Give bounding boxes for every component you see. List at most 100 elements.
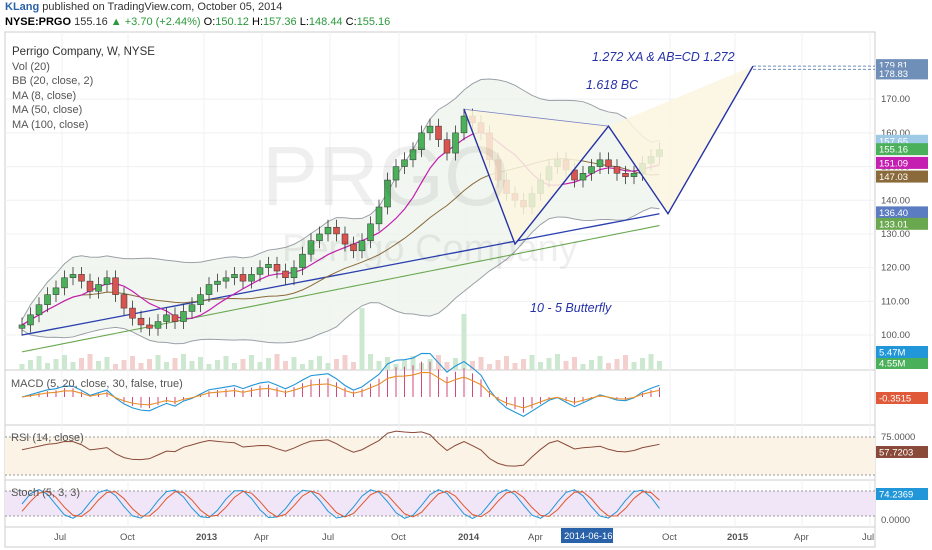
- volume-bar: [546, 358, 552, 370]
- stoch-k-line: [21, 489, 660, 519]
- candle-body: [146, 324, 153, 329]
- high-value: 157.36: [263, 16, 297, 28]
- price-tag: [876, 143, 928, 156]
- rsi-label[interactable]: RSI (14, close): [11, 432, 84, 444]
- candle-body: [273, 264, 281, 272]
- candle-body: [52, 287, 60, 295]
- volume-bar: [368, 354, 373, 370]
- legend-item-ma50[interactable]: MA (50, close): [12, 104, 83, 117]
- price-tag: [876, 170, 928, 183]
- legend-item-bb[interactable]: BB (20, close, 2): [12, 75, 94, 88]
- macd-label[interactable]: MACD (5, 20, close, 30, false, true): [11, 378, 183, 390]
- volume-bar: [648, 354, 654, 370]
- candle-body: [61, 277, 68, 289]
- candle-body: [460, 115, 468, 134]
- candle-body: [239, 274, 247, 282]
- price-tag-label: 136.40: [879, 208, 908, 219]
- volume-bar: [410, 356, 416, 370]
- price-axis-label: 170.00: [881, 94, 910, 105]
- candle-body: [44, 294, 51, 305]
- annotation-bc: 1.618 BC: [586, 78, 639, 92]
- candle-body: [197, 294, 204, 305]
- volume-bar: [538, 362, 543, 370]
- price-axis-label: 100.00: [881, 330, 910, 341]
- volume-bar: [198, 357, 203, 370]
- price-axis-label: 120.00: [881, 263, 910, 274]
- volume-bar: [351, 362, 356, 370]
- symbol[interactable]: NYSE:PRGO: [5, 16, 72, 28]
- candle-body: [129, 307, 136, 319]
- price-tag-label: 155.16: [879, 145, 908, 156]
- candle-body: [579, 173, 587, 181]
- macd-tag: [876, 392, 928, 404]
- rsi-line: [21, 430, 660, 467]
- price-axis-label: 130.00: [881, 229, 910, 240]
- price-tag-label: 179.81: [879, 61, 908, 72]
- publisher-line: KLang published on TradingView.com, Octo…: [5, 1, 282, 13]
- cursor-date-badge: [561, 528, 613, 543]
- volume-bar: [657, 361, 662, 370]
- time-axis-label: Oct: [391, 532, 406, 543]
- volume-bar: [121, 360, 127, 370]
- author-link[interactable]: KLang: [5, 1, 40, 13]
- candle-body: [333, 226, 340, 235]
- volume-bar: [495, 360, 501, 370]
- legend-item-ma8[interactable]: MA (8, close): [12, 89, 77, 102]
- stoch-tag: [876, 488, 928, 500]
- candle-body: [426, 125, 434, 134]
- rsi-axis-label: 75.0000: [881, 432, 915, 443]
- candle-body: [27, 314, 34, 326]
- published-text: published on TradingView.com, October 05…: [42, 1, 283, 13]
- price-tag-label: 147.03: [879, 172, 908, 183]
- up-arrow-icon: ▲: [110, 16, 122, 28]
- candle-body: [214, 280, 221, 285]
- price-tag-label: 178.83: [879, 69, 908, 80]
- legend-title: Perrigo Company, W, NYSE: [12, 46, 155, 58]
- harmonic-xb-line: [463, 108, 609, 127]
- candle-body: [443, 139, 451, 154]
- price-tag-label: 157.65: [879, 136, 908, 147]
- indicator-legend: Perrigo Company, W, NYSE Vol (20) BB (20…: [12, 45, 155, 133]
- candle-body: [307, 240, 315, 255]
- candle-body: [86, 280, 94, 292]
- stoch-tag-label: 74.2369: [879, 490, 913, 501]
- candle-body: [95, 284, 102, 292]
- stoch-label[interactable]: Stoch (5, 3, 3): [11, 487, 81, 499]
- volume-bar: [478, 357, 484, 370]
- annotation-pattern: 10 - 5 Butterfly: [530, 301, 612, 315]
- volume-bar: [291, 357, 297, 370]
- stoch-band: [5, 491, 875, 516]
- price-tag: [876, 217, 928, 230]
- low-label: L:: [299, 16, 309, 28]
- time-axis-label: Jul: [862, 532, 874, 543]
- legend-item-vol[interactable]: Vol (20): [12, 60, 50, 73]
- volume-bar: [342, 355, 348, 370]
- volume-bar: [393, 364, 399, 370]
- volume-bar: [283, 361, 288, 370]
- volume-bar: [36, 356, 42, 370]
- candle-body: [256, 267, 264, 275]
- volume-bar: [597, 356, 603, 370]
- candle-body: [248, 274, 255, 282]
- candle-body: [367, 223, 374, 241]
- price-tag-label: 133.01: [879, 219, 908, 230]
- volume-bar: [266, 358, 271, 370]
- volume-bar: [249, 355, 254, 370]
- volume-bar: [453, 358, 458, 370]
- candle-body: [154, 321, 162, 329]
- candle-body: [630, 173, 638, 177]
- close-value: 155.16: [356, 16, 391, 28]
- volume-bar: [172, 358, 178, 370]
- low-value: 148.44: [308, 16, 343, 28]
- volume-bar: [623, 355, 628, 370]
- legend-item-ma100[interactable]: MA (100, close): [12, 118, 89, 131]
- price-tag: [876, 156, 928, 169]
- price-axis-label: 140.00: [881, 195, 910, 206]
- price-tag: [876, 206, 928, 219]
- volume-bar: [232, 363, 237, 370]
- high-label: H:: [252, 16, 263, 28]
- volume-bar: [308, 360, 314, 370]
- volume-bar: [45, 363, 50, 370]
- candle-body: [622, 173, 629, 177]
